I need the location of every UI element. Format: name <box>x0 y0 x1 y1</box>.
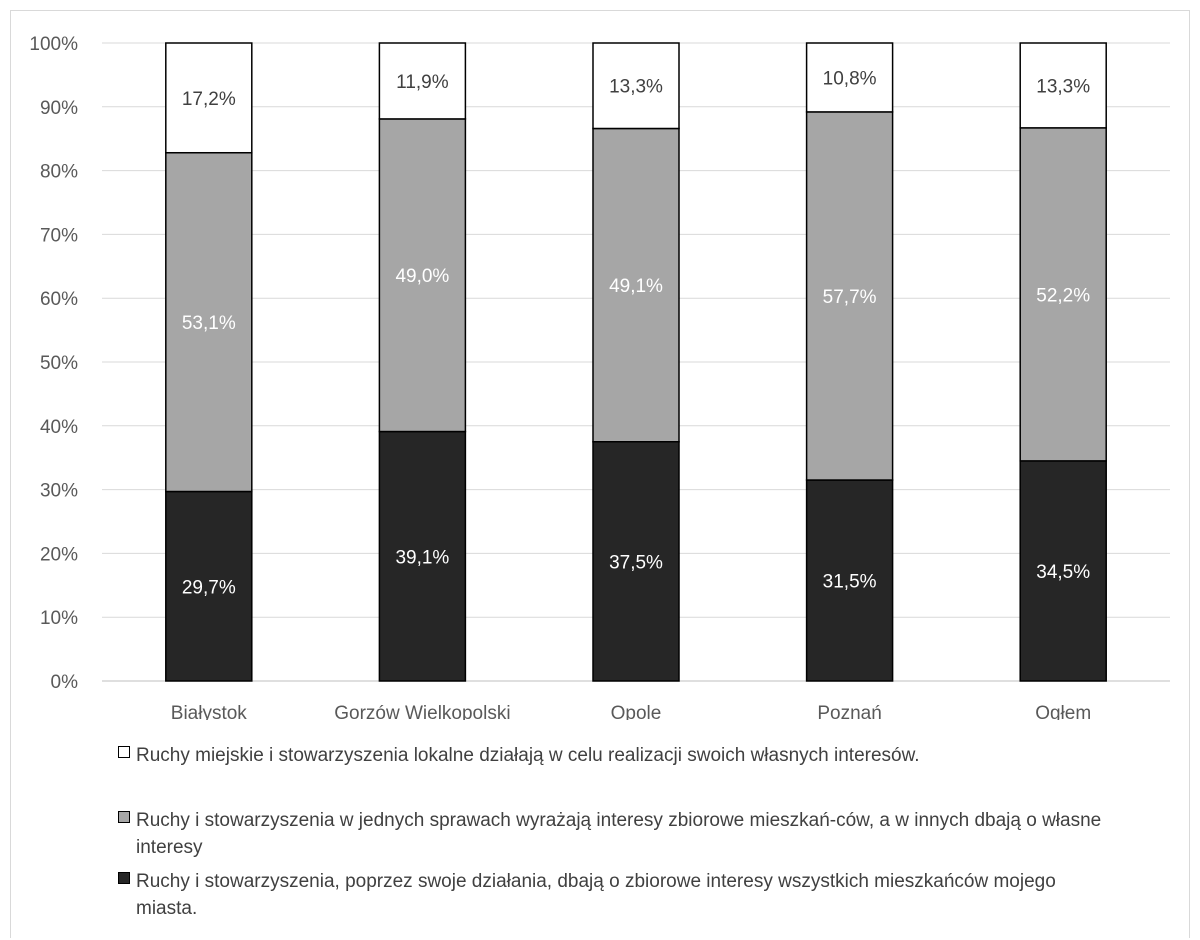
y-tick-label: 60% <box>40 289 78 310</box>
x-tick-label: Białystok <box>171 703 248 720</box>
legend-label: Ruchy i stowarzyszenia, poprzez swoje dz… <box>136 871 1056 919</box>
legend-item-own-interests: Ruchy miejskie i stowarzyszenia lokalne … <box>118 742 1118 769</box>
data-label: 37,5% <box>609 552 663 573</box>
y-tick-label: 10% <box>40 608 78 629</box>
y-tick-label: 80% <box>40 162 78 183</box>
legend-label: Ruchy miejskie i stowarzyszenia lokalne … <box>136 745 920 766</box>
x-tick-label: Opole <box>611 703 662 720</box>
bar-segment <box>165 151 253 493</box>
y-tick-label: 30% <box>40 481 78 502</box>
bar-segment <box>592 127 680 443</box>
data-label: 57,7% <box>823 287 877 308</box>
bar-segment <box>592 441 680 682</box>
bar-segment <box>378 42 467 120</box>
data-label: 10,8% <box>823 68 877 89</box>
legend-swatch-black <box>118 872 130 884</box>
bar-segment <box>1019 460 1107 682</box>
data-label: 52,2% <box>1036 285 1090 306</box>
x-tick-label: Ogłem <box>1035 703 1091 720</box>
data-label: 17,2% <box>182 89 236 110</box>
bar-segment <box>592 42 680 130</box>
bar-segment <box>378 118 467 433</box>
data-label: 53,1% <box>182 313 236 334</box>
bar-segment <box>1019 42 1107 129</box>
data-label: 31,5% <box>823 572 877 593</box>
data-label: 39,1% <box>395 547 449 568</box>
y-tick-label: 70% <box>40 225 78 246</box>
y-tick-label: 90% <box>40 98 78 119</box>
data-label: 13,3% <box>1036 76 1090 97</box>
bar-segment <box>165 490 253 682</box>
bar-segment <box>805 479 894 682</box>
bar-segment <box>805 111 894 481</box>
stacked-bar-chart: 0% 10% 20% 30% 40% 50% 60% 70% 80% 90% 100% 29,7% 53… <box>29 34 1170 720</box>
chart-frame <box>10 10 1190 938</box>
bar-segment <box>805 42 894 113</box>
legend-label: Ruchy i stowarzyszenia w jednych sprawac… <box>136 810 1102 858</box>
data-label: 11,9% <box>396 72 449 93</box>
y-tick-label: 50% <box>40 353 78 374</box>
y-tick-label: 0% <box>51 672 79 693</box>
data-label: 34,5% <box>1036 562 1090 583</box>
data-label: 49,1% <box>609 276 663 297</box>
x-tick-label: Gorzów Wielkopolski <box>334 703 510 720</box>
legend-item-collective-interests: Ruchy i stowarzyszenia, poprzez swoje dz… <box>118 868 1118 922</box>
bar-segment <box>165 42 253 154</box>
data-label: 13,3% <box>609 77 663 98</box>
data-label: 29,7% <box>182 577 236 598</box>
legend-swatch-gray <box>118 811 130 823</box>
y-tick-label: 100% <box>29 34 78 55</box>
legend-swatch-white <box>118 746 130 758</box>
y-tick-label: 20% <box>40 544 78 565</box>
legend-item-mixed-interests: Ruchy i stowarzyszenia w jednych sprawac… <box>118 807 1118 861</box>
x-tick-label: Poznań <box>817 703 881 720</box>
bar-segment <box>1019 127 1107 462</box>
y-tick-label: 40% <box>40 417 78 438</box>
data-label: 49,0% <box>395 266 449 287</box>
